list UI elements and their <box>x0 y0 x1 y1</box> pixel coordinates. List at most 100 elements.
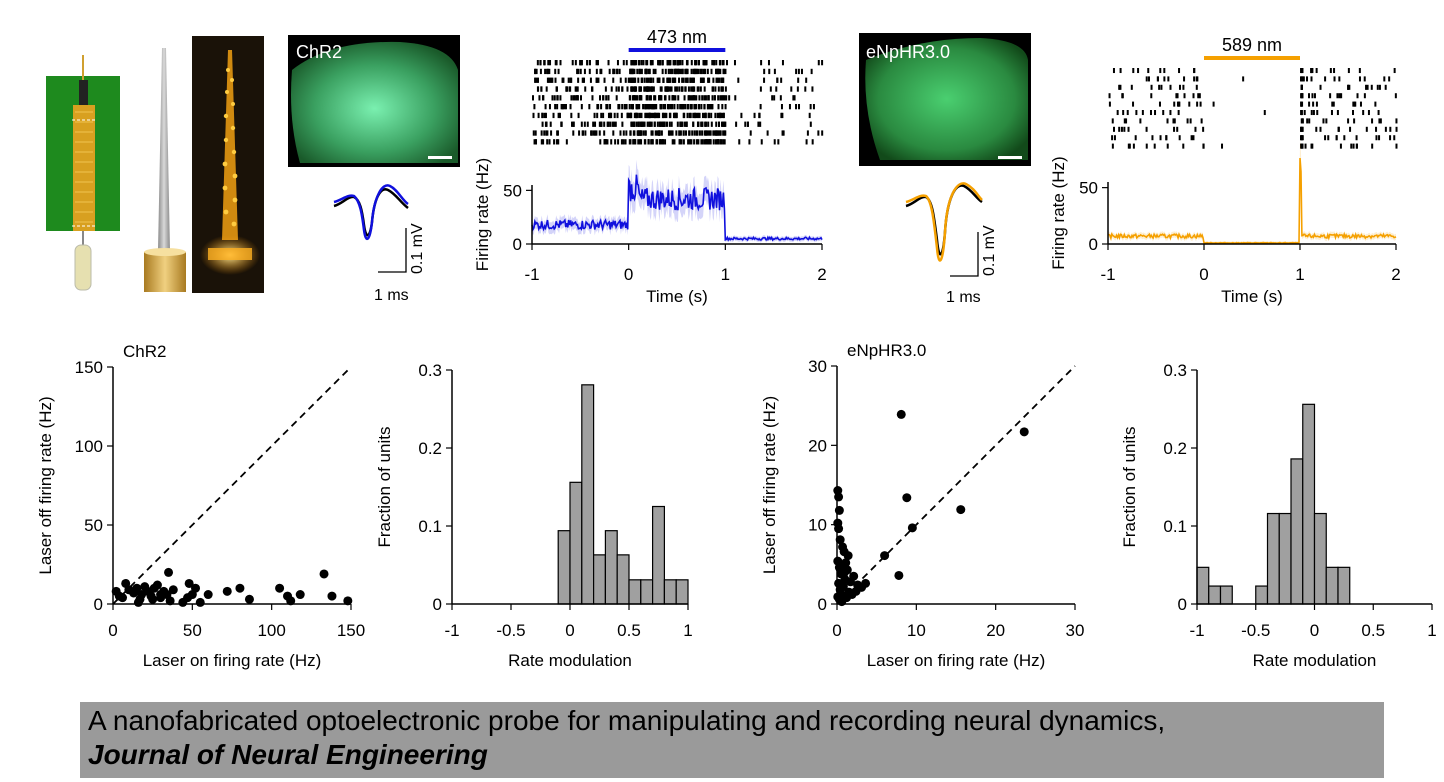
raster-spike <box>579 68 582 75</box>
raster-spike <box>1383 76 1386 82</box>
raster-spike <box>658 60 661 66</box>
x-tick-label: 10 <box>907 621 926 640</box>
y-tick-label: 0.2 <box>1163 439 1187 458</box>
raster-spike <box>1190 135 1193 141</box>
enphr-scatter-chart: 0 10 20 30 0 10 20 30 Laser on firing rate (Hz) L… <box>760 341 1084 670</box>
raster-spike <box>553 95 556 101</box>
raster-spike <box>1331 101 1334 107</box>
raster-spike <box>648 112 651 119</box>
raster-spike <box>661 60 664 66</box>
raster-spike <box>557 68 560 75</box>
raster-spike <box>678 86 681 92</box>
raster-spike <box>659 104 662 110</box>
raster-spike <box>793 95 796 101</box>
raster-spike <box>674 77 677 83</box>
raster-spike <box>549 121 552 127</box>
raster-spike <box>697 121 700 127</box>
scatter-point <box>168 585 178 595</box>
raster-spike <box>773 139 776 145</box>
raster-spike <box>1202 143 1205 149</box>
raster-spike <box>568 86 571 92</box>
raster-spike <box>635 104 638 110</box>
raster-spike <box>701 121 704 127</box>
raster-spike <box>571 60 574 66</box>
raster-spike <box>615 86 618 92</box>
raster-spike <box>676 60 679 66</box>
raster-spike <box>1150 93 1153 99</box>
raster-spike <box>645 104 648 110</box>
raster-spike <box>1335 135 1338 141</box>
raster-spike <box>1355 143 1358 149</box>
raster-spike <box>1198 93 1201 99</box>
raster-spike <box>686 68 689 75</box>
raster-spike <box>546 77 549 83</box>
raster-spike <box>591 86 594 92</box>
raster-spike <box>695 139 698 145</box>
raster-spike <box>554 60 557 66</box>
raster-spike <box>671 104 674 110</box>
raster-spike <box>1319 84 1322 90</box>
raster-spike <box>607 121 610 127</box>
raster-spike <box>1371 143 1374 149</box>
raster-spike <box>658 139 661 145</box>
raster-spike <box>1302 76 1305 82</box>
raster-spike <box>1156 76 1159 82</box>
raster-spike <box>649 77 652 83</box>
raster-spike <box>643 86 646 92</box>
raster-spike <box>715 68 718 75</box>
raster-spike <box>702 60 705 66</box>
raster-spike <box>654 112 657 119</box>
raster-spike <box>607 95 610 101</box>
raster-spike <box>633 95 636 101</box>
raster-spike <box>654 130 657 136</box>
raster-spike <box>1158 84 1161 90</box>
raster-spike <box>534 68 537 75</box>
raster-spike <box>608 68 611 75</box>
raster-spike <box>628 139 631 145</box>
raster-spike <box>691 77 694 83</box>
raster-spike <box>717 130 720 136</box>
chr2-histology-image: ChR2 <box>288 35 460 167</box>
raster-spike <box>633 68 636 75</box>
scatter-point <box>849 571 859 581</box>
raster-spike <box>721 104 724 110</box>
raster-spike <box>672 95 675 101</box>
raster-spike <box>662 77 665 83</box>
raster-spike <box>565 86 568 92</box>
raster-spike <box>1389 126 1392 132</box>
raster-spike <box>677 95 680 101</box>
raster-spike <box>602 112 605 119</box>
raster-spike <box>1178 101 1181 107</box>
raster-spike <box>1159 68 1162 74</box>
scatter-point <box>133 597 143 607</box>
raster-spike <box>596 60 599 66</box>
scatter-point <box>118 593 128 603</box>
raster-spike <box>712 139 715 145</box>
raster-spike <box>821 60 824 66</box>
raster-spike <box>1315 126 1318 132</box>
raster-spike <box>779 95 782 101</box>
raster-spike <box>646 95 649 101</box>
histogram-bar <box>1266 512 1280 605</box>
raster-spike <box>539 68 542 75</box>
scatter-point <box>165 596 175 606</box>
raster-spike <box>1324 76 1327 82</box>
raster-spike <box>1300 101 1303 107</box>
raster-spike <box>1377 110 1380 116</box>
raster-spike <box>577 68 580 75</box>
chr2-waveform: 1 ms 0.1 mV <box>333 184 426 304</box>
raster-spike <box>595 130 598 136</box>
y-axis-label: Fraction of units <box>375 427 394 548</box>
scatter-point <box>834 492 844 502</box>
raster-spike <box>622 139 625 145</box>
raster-spike <box>723 139 726 145</box>
raster-spike <box>534 130 537 136</box>
raster-spike <box>690 60 693 66</box>
raster-spike <box>639 86 642 92</box>
raster-spike <box>602 95 605 101</box>
raster-spike <box>633 77 636 83</box>
raster-spike <box>640 95 643 101</box>
raster-spike <box>574 86 577 92</box>
raster-spike <box>1365 84 1368 90</box>
x-axis-label: Rate modulation <box>1253 651 1377 670</box>
